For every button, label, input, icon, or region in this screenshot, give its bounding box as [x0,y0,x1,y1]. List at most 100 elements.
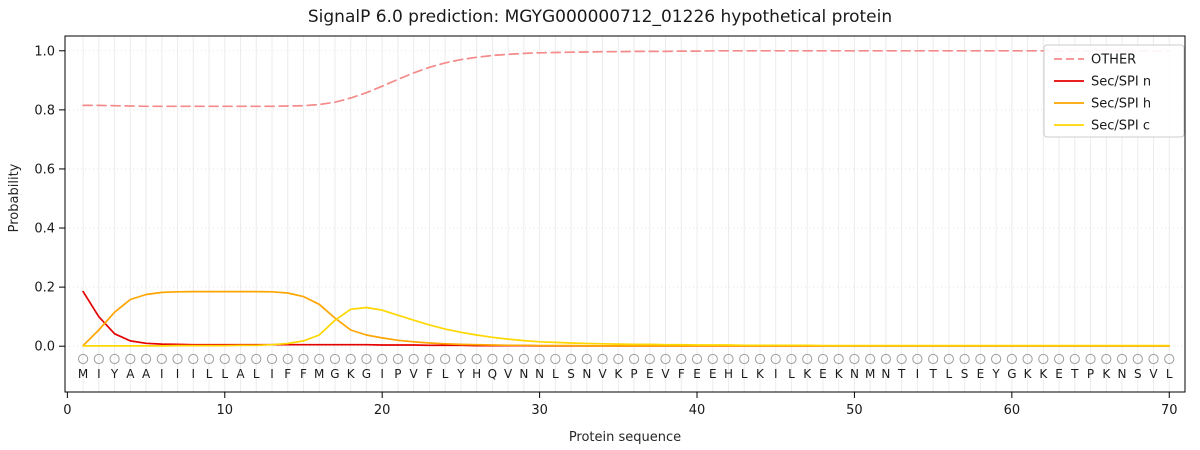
sequence-letter: Y [110,367,119,381]
sequence-letter: V [1149,367,1158,381]
series-line-sec-spi-h [82,290,1171,347]
y-tick-label: 0.0 [34,340,55,355]
x-tick-label: 40 [689,403,706,418]
sequence-letter: L [221,367,228,381]
sequence-letter: K [1039,367,1048,381]
sequence-letter: K [756,367,765,381]
legend-label: Sec/SPI n [1091,75,1151,90]
sequence-letter: P [1087,367,1094,381]
sequence-letter: M [78,367,88,381]
sequence-letter: Y [456,367,465,381]
series-line-other [82,49,1171,108]
sequence-letter: I [270,367,274,381]
y-axis-label: Probability [7,163,22,232]
legend-label: OTHER [1091,53,1136,68]
sequence-letter: T [897,367,906,381]
sequence-letter: Q [488,367,497,381]
plot-area: 0.00.20.40.60.81.00 10 20 30 40 50 60 70M I Y A A I I… [34,35,1186,418]
sequence-letter: H [472,367,481,381]
sequence-letter: A [236,367,245,381]
sequence-letter: N [519,367,528,381]
sequence-letter: I [176,367,180,381]
sequence-letter: L [253,367,260,381]
sequence-letter: K [835,367,844,381]
x-tick-label: 30 [531,403,548,418]
sequence-letter: V [504,367,513,381]
x-tick-label: 0 [63,403,71,418]
sequence-letter: N [582,367,591,381]
x-tick-label: 20 [374,403,391,418]
sequence-letter: V [410,367,419,381]
sequence-letter: G [362,367,371,381]
sequence-letter: L [442,367,449,381]
sequence-letter: E [819,367,827,381]
y-tick-label: 0.4 [34,222,55,237]
series-line-sec-spi-n [82,290,1171,347]
sequence-letter: I [380,367,384,381]
sequence-letter: T [928,367,937,381]
x-tick-label: 50 [846,403,863,418]
sequence-letter: T [1070,367,1079,381]
sequence-letter: A [126,367,135,381]
sequence-letter: M [865,367,875,381]
residue-marker-circles [78,353,1175,365]
sequence-letter: P [630,367,637,381]
legend-label: Sec/SPI h [1091,97,1151,112]
legend: OTHER Sec/SPI n Sec/SPI h Sec/SPI c [1043,44,1185,138]
sequence-letter: K [347,367,356,381]
sequence-letter: F [300,367,307,381]
horizontal-gridlines [65,50,1185,347]
sequence-letter: L [206,367,213,381]
sequence-letter: G [330,367,339,381]
series-line-sec-spi-c [82,306,1171,347]
x-axis-label: Protein sequence [569,430,681,445]
sequence-letter: L [1166,367,1173,381]
sequence-letter: I [774,367,778,381]
sequence-letter: I [916,367,920,381]
sequence-letter: E [1055,367,1063,381]
sequence-letter: F [678,367,685,381]
sequence-letter: N [881,367,890,381]
sequence-letter: N [1118,367,1127,381]
vertical-gridlines [82,36,1170,392]
sequence-letter: F [426,367,433,381]
legend-label: Sec/SPI c [1091,119,1150,134]
sequence-letter: K [614,367,623,381]
y-tick-label: 0.8 [34,103,55,118]
sequence-letter: E [709,367,717,381]
sequence-letter: L [788,367,795,381]
y-tick-label: 1.0 [34,44,55,59]
sequence-letter: N [535,367,544,381]
sequence-letter: V [598,367,607,381]
y-tick-label: 0.6 [34,162,55,177]
sequence-letter: K [1102,367,1111,381]
y-tick-labels: 0.0 0.2 0.4 0.6 0.8 1.0 [34,44,65,355]
sequence-letter: Y [991,367,1000,381]
x-tick-label: 10 [217,403,234,418]
sequence-letter: N [850,367,859,381]
sequence-letter: L [552,367,559,381]
sequence-letter: S [567,367,575,381]
sequence-letter: V [661,367,670,381]
sequence-letter: K [1024,367,1033,381]
sequence-letter: G [1007,367,1016,381]
sequence-letter: P [394,367,401,381]
plot-border [64,35,1186,393]
sequence-letter: S [1134,367,1142,381]
sequence-letter: I [97,367,101,381]
x-tick-label: 70 [1161,403,1178,418]
sequence-letter: E [693,367,701,381]
x-tick-label: 60 [1004,403,1021,418]
chart-title: SignalP 6.0 prediction: MGYG000000712_01… [308,7,892,27]
sequence-letter: S [961,367,969,381]
sequence-letter: E [646,367,654,381]
sequence-letter: A [142,367,151,381]
sequence-letter: I [192,367,196,381]
sequence-letter: M [314,367,324,381]
sequence-letter: L [946,367,953,381]
sequence-letter: L [741,367,748,381]
x-tick-labels: 0 10 20 30 40 50 60 70 [63,392,1178,418]
